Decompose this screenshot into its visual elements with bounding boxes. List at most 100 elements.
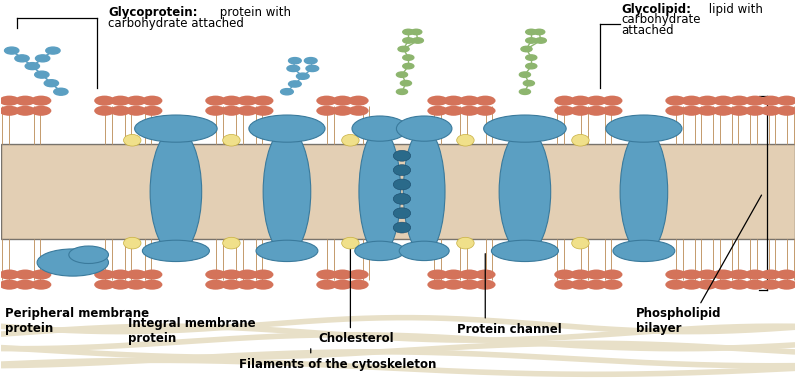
Circle shape — [554, 106, 575, 116]
Circle shape — [744, 279, 765, 290]
Ellipse shape — [613, 240, 675, 261]
Circle shape — [94, 96, 115, 106]
Ellipse shape — [142, 240, 209, 261]
Ellipse shape — [393, 151, 411, 161]
Circle shape — [554, 96, 575, 106]
Circle shape — [570, 279, 591, 290]
Circle shape — [697, 270, 718, 279]
Circle shape — [729, 96, 749, 106]
Circle shape — [205, 106, 226, 116]
Text: Peripheral membrane
protein: Peripheral membrane protein — [6, 307, 150, 335]
Circle shape — [316, 106, 337, 116]
Ellipse shape — [393, 193, 411, 204]
Circle shape — [443, 279, 464, 290]
Ellipse shape — [393, 222, 411, 233]
Circle shape — [525, 38, 537, 43]
Circle shape — [316, 96, 337, 106]
Ellipse shape — [150, 129, 201, 255]
Circle shape — [126, 96, 146, 106]
Circle shape — [237, 270, 258, 279]
Circle shape — [142, 96, 162, 106]
Circle shape — [94, 279, 115, 290]
Circle shape — [525, 64, 537, 69]
Circle shape — [570, 106, 591, 116]
Circle shape — [46, 47, 60, 54]
Circle shape — [142, 106, 162, 116]
Circle shape — [237, 106, 258, 116]
Circle shape — [554, 270, 575, 279]
Circle shape — [586, 279, 607, 290]
Circle shape — [306, 65, 318, 72]
Ellipse shape — [359, 129, 400, 255]
Circle shape — [697, 279, 718, 290]
Ellipse shape — [123, 134, 141, 146]
Circle shape — [5, 47, 19, 54]
Circle shape — [348, 270, 369, 279]
Circle shape — [525, 55, 537, 60]
Circle shape — [15, 96, 36, 106]
Ellipse shape — [499, 129, 551, 255]
Circle shape — [398, 46, 409, 52]
Circle shape — [411, 29, 422, 34]
Circle shape — [36, 55, 50, 62]
Circle shape — [744, 96, 765, 106]
Text: Cholesterol: Cholesterol — [318, 332, 394, 345]
Circle shape — [0, 106, 20, 116]
Circle shape — [776, 270, 796, 279]
Circle shape — [760, 279, 781, 290]
Circle shape — [332, 106, 353, 116]
Text: carbohydrate attached: carbohydrate attached — [108, 17, 244, 30]
Circle shape — [205, 96, 226, 106]
Text: Protein channel: Protein channel — [458, 323, 562, 336]
Circle shape — [287, 65, 299, 72]
Ellipse shape — [341, 134, 359, 146]
Circle shape — [519, 72, 530, 77]
Ellipse shape — [352, 116, 408, 141]
Circle shape — [31, 106, 52, 116]
Circle shape — [332, 96, 353, 106]
Circle shape — [237, 96, 258, 106]
Circle shape — [15, 55, 29, 62]
Text: protein with: protein with — [216, 5, 291, 19]
Circle shape — [221, 279, 242, 290]
Circle shape — [110, 96, 131, 106]
Circle shape — [602, 96, 622, 106]
Circle shape — [142, 279, 162, 290]
Circle shape — [221, 106, 242, 116]
Ellipse shape — [135, 115, 217, 142]
Circle shape — [348, 106, 369, 116]
Ellipse shape — [68, 246, 108, 263]
Circle shape — [304, 58, 317, 64]
Circle shape — [221, 270, 242, 279]
FancyBboxPatch shape — [2, 144, 794, 239]
Circle shape — [681, 270, 702, 279]
Circle shape — [713, 270, 734, 279]
Circle shape — [760, 106, 781, 116]
Ellipse shape — [393, 208, 411, 219]
Circle shape — [412, 38, 423, 43]
Circle shape — [665, 96, 686, 106]
Ellipse shape — [572, 237, 589, 249]
Circle shape — [729, 279, 749, 290]
Circle shape — [332, 279, 353, 290]
Circle shape — [760, 270, 781, 279]
Ellipse shape — [457, 134, 474, 146]
Circle shape — [602, 106, 622, 116]
Circle shape — [332, 270, 353, 279]
Ellipse shape — [223, 237, 240, 249]
Circle shape — [348, 96, 369, 106]
Circle shape — [570, 270, 591, 279]
Circle shape — [15, 270, 36, 279]
Circle shape — [25, 63, 40, 70]
Circle shape — [348, 279, 369, 290]
Circle shape — [776, 96, 796, 106]
Circle shape — [665, 279, 686, 290]
Ellipse shape — [355, 241, 404, 261]
Circle shape — [681, 106, 702, 116]
Circle shape — [403, 38, 414, 43]
Circle shape — [253, 96, 274, 106]
Ellipse shape — [256, 240, 318, 261]
Circle shape — [316, 279, 337, 290]
Circle shape — [681, 96, 702, 106]
Circle shape — [0, 96, 20, 106]
